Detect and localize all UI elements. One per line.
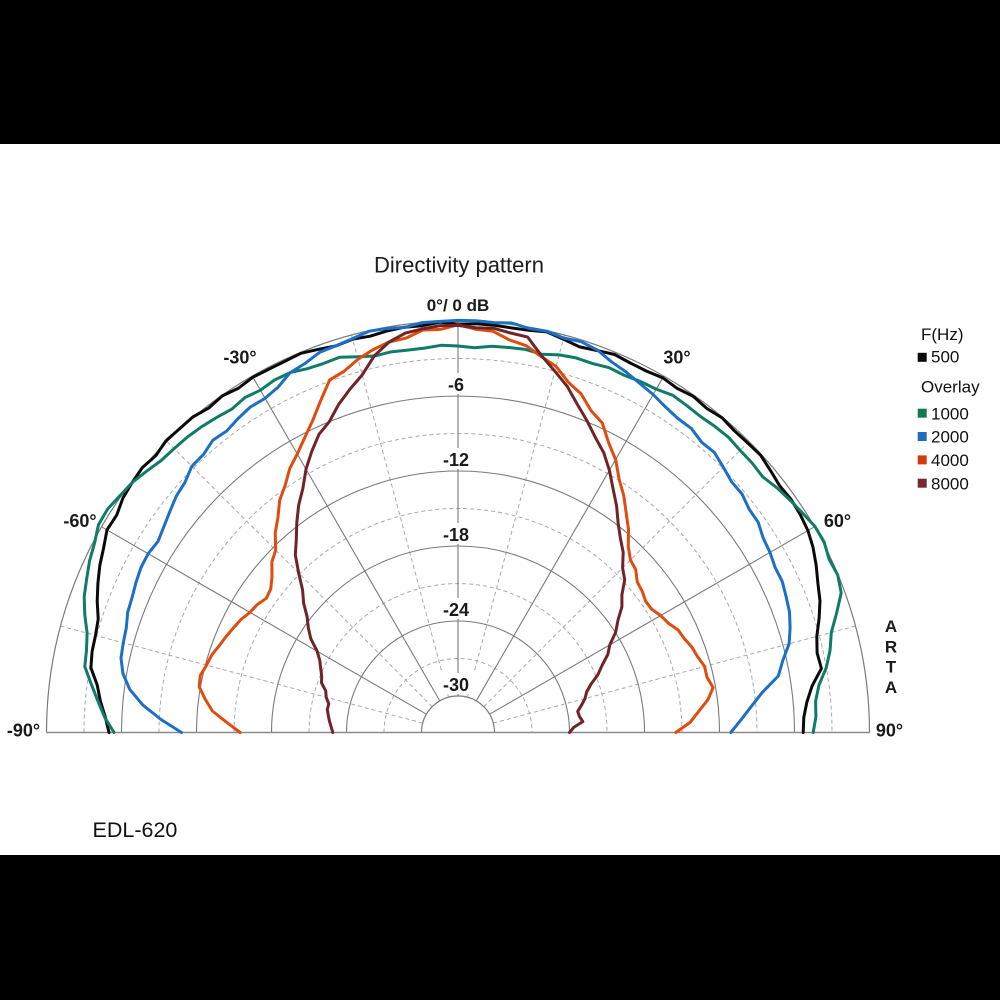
svg-text:-90°: -90° — [7, 721, 40, 741]
svg-text:-18: -18 — [443, 525, 469, 545]
svg-text:F(Hz): F(Hz) — [921, 325, 963, 344]
svg-text:8000: 8000 — [931, 474, 969, 493]
svg-text:R: R — [885, 637, 897, 656]
svg-text:Directivity pattern: Directivity pattern — [374, 253, 544, 278]
svg-text:2000: 2000 — [931, 428, 969, 447]
svg-text:-30: -30 — [443, 675, 469, 695]
svg-text:A: A — [885, 678, 897, 697]
svg-text:-60°: -60° — [63, 511, 96, 531]
svg-text:EDL-620: EDL-620 — [93, 818, 178, 842]
svg-text:500: 500 — [931, 348, 959, 367]
svg-text:-6: -6 — [448, 375, 464, 395]
svg-text:A: A — [885, 617, 897, 636]
svg-text:-24: -24 — [443, 600, 469, 620]
svg-text:-12: -12 — [443, 450, 469, 470]
svg-text:-30°: -30° — [223, 348, 256, 368]
svg-text:30°: 30° — [663, 348, 690, 368]
svg-text:4000: 4000 — [931, 451, 969, 470]
svg-text:90°: 90° — [876, 721, 903, 741]
svg-text:1000: 1000 — [931, 404, 969, 423]
svg-text:Overlay: Overlay — [921, 378, 980, 397]
svg-text:60°: 60° — [824, 511, 851, 531]
svg-text:T: T — [886, 658, 897, 677]
svg-text:0°/ 0 dB: 0°/ 0 dB — [427, 296, 490, 315]
